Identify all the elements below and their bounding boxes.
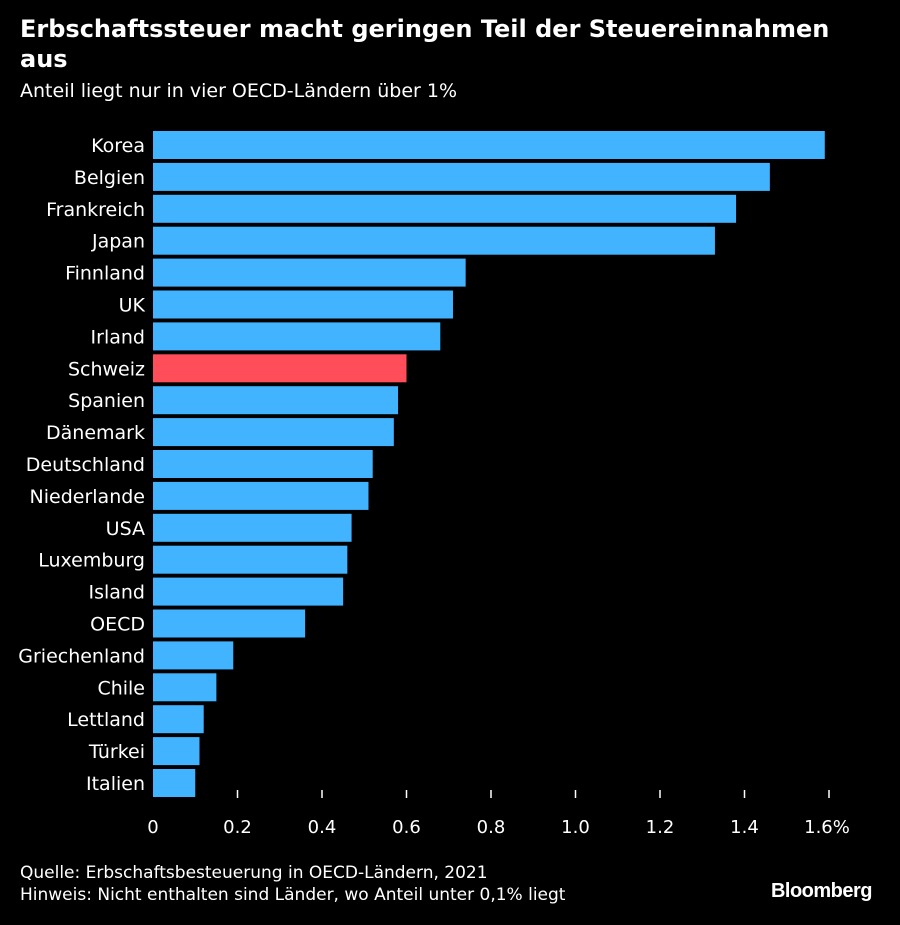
category-label-chile: Chile: [97, 677, 145, 699]
x-tick-label: 0: [147, 817, 158, 838]
category-label-frankreich: Frankreich: [46, 199, 145, 221]
category-label-schweiz: Schweiz: [68, 358, 145, 380]
source-note: Quelle: Erbschaftsbesteuerung in OECD-Lä…: [20, 863, 488, 883]
bar-uk: [153, 290, 453, 319]
bar-luxemburg: [153, 545, 348, 574]
x-tick-label: 1.6%: [804, 817, 850, 838]
bar-korea: [153, 131, 825, 159]
bar-island: [153, 577, 344, 606]
category-label-türkei: Türkei: [88, 741, 145, 763]
bar-italien: [153, 769, 196, 797]
chart-subtitle: Anteil liegt nur in vier OECD-Ländern üb…: [20, 80, 458, 102]
bar-türkei: [153, 737, 200, 766]
bar-frankreich: [153, 194, 737, 223]
x-tick-label: 0.8: [477, 817, 506, 838]
bar-finnland: [153, 258, 466, 287]
category-label-finnland: Finnland: [65, 263, 145, 285]
category-label-irland: Irland: [91, 326, 145, 348]
x-tick-label: 0.6: [392, 817, 421, 838]
x-tick-label: 1.4: [730, 817, 759, 838]
category-label-dänemark: Dänemark: [46, 422, 145, 444]
bar-spanien: [153, 386, 399, 415]
bar-dänemark: [153, 418, 394, 447]
bar-japan: [153, 226, 715, 255]
category-label-uk: UK: [119, 295, 146, 317]
bar-deutschland: [153, 450, 373, 478]
bar-belgien: [153, 162, 770, 191]
bar-schweiz: [153, 354, 407, 383]
category-label-griechenland: Griechenland: [18, 645, 145, 667]
category-label-island: Island: [88, 582, 145, 604]
category-label-korea: Korea: [91, 135, 145, 157]
x-tick-label: 0.4: [308, 817, 337, 838]
category-label-oecd: OECD: [90, 614, 145, 636]
category-label-niederlande: Niederlande: [30, 486, 145, 508]
bar-oecd: [153, 609, 306, 638]
x-tick-label: 1.2: [646, 817, 675, 838]
category-label-usa: USA: [106, 518, 145, 540]
x-tick-label: 0.2: [223, 817, 252, 838]
category-label-belgien: Belgien: [74, 167, 145, 189]
bar-usa: [153, 513, 352, 542]
category-label-luxemburg: Luxemburg: [38, 550, 145, 572]
bar-griechenland: [153, 641, 234, 670]
footnote: Hinweis: Nicht enthalten sind Länder, wo…: [20, 885, 566, 905]
category-label-lettland: Lettland: [67, 709, 145, 731]
chart-title: Erbschaftssteuer macht geringen Teil der…: [20, 15, 830, 73]
bar-irland: [153, 322, 441, 351]
category-label-spanien: Spanien: [68, 390, 145, 412]
x-tick-label: 1.0: [561, 817, 590, 838]
bar-lettland: [153, 705, 204, 734]
category-label-japan: Japan: [91, 231, 145, 253]
bar-chile: [153, 673, 217, 702]
category-label-italien: Italien: [86, 773, 145, 795]
category-label-deutschland: Deutschland: [26, 454, 145, 476]
bloomberg-logo: Bloomberg: [770, 880, 873, 902]
bar-niederlande: [153, 481, 369, 510]
